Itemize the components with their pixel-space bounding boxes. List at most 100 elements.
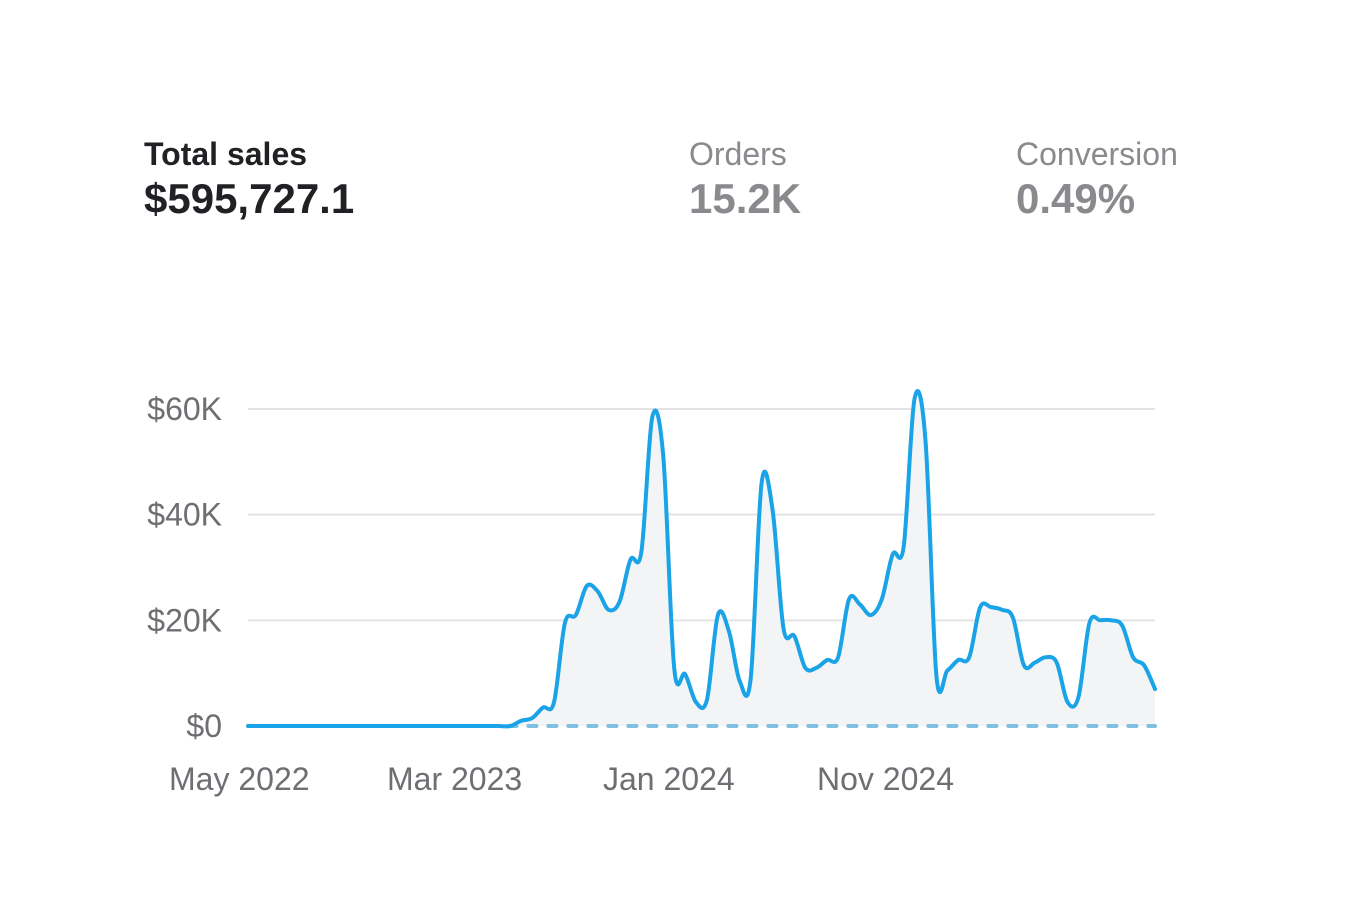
data-point[interactable] [877, 594, 887, 604]
data-point[interactable] [735, 676, 745, 686]
data-point[interactable] [309, 721, 319, 731]
data-point[interactable] [986, 602, 996, 612]
data-point[interactable] [669, 663, 679, 673]
data-point[interactable] [768, 504, 778, 514]
orders-metric[interactable]: Orders 15.2K [689, 134, 801, 224]
x-tick-label: Jan 2024 [603, 761, 735, 797]
data-point[interactable] [1041, 652, 1051, 662]
data-point[interactable] [473, 721, 483, 731]
data-point[interactable] [910, 393, 920, 403]
data-point[interactable] [1095, 615, 1105, 625]
data-point[interactable] [505, 721, 515, 731]
total-sales-value: $595,727.1 [144, 175, 355, 222]
data-point[interactable] [822, 655, 832, 665]
y-tick-label: $60K [147, 391, 222, 427]
data-point[interactable] [746, 674, 756, 684]
data-point[interactable] [243, 721, 253, 731]
data-point[interactable] [702, 695, 712, 705]
data-point[interactable] [811, 663, 821, 673]
data-point[interactable] [855, 600, 865, 610]
data-point[interactable] [647, 412, 657, 422]
data-point[interactable] [833, 652, 843, 662]
data-point[interactable] [1052, 658, 1062, 668]
data-point[interactable] [494, 721, 504, 731]
data-point[interactable] [549, 697, 559, 707]
data-point[interactable] [451, 721, 461, 731]
data-point[interactable] [385, 721, 395, 731]
data-point[interactable] [604, 605, 614, 615]
data-point[interactable] [516, 716, 526, 726]
data-point[interactable] [265, 721, 275, 731]
data-point[interactable] [844, 594, 854, 604]
conversion-value: 0.49% [1016, 175, 1136, 222]
x-tick-label: Nov 2024 [817, 761, 954, 797]
data-point[interactable] [691, 697, 701, 707]
data-point[interactable] [571, 610, 581, 620]
data-point[interactable] [1150, 684, 1160, 694]
orders-value: 15.2K [689, 175, 802, 222]
data-point[interactable] [964, 652, 974, 662]
data-point[interactable] [975, 602, 985, 612]
data-point[interactable] [888, 549, 898, 559]
data-point[interactable] [997, 605, 1007, 615]
y-tick-label: $20K [147, 602, 222, 638]
data-point[interactable] [352, 721, 362, 731]
total-sales-label: Total sales [144, 136, 308, 172]
data-point[interactable] [287, 721, 297, 731]
data-point[interactable] [658, 452, 668, 462]
data-point[interactable] [582, 581, 592, 591]
data-point[interactable] [1117, 621, 1127, 631]
y-axis-ticks: $0 $20K $40K $60K [147, 391, 222, 744]
data-point[interactable] [374, 721, 384, 731]
data-point[interactable] [1063, 697, 1073, 707]
data-point[interactable] [1074, 692, 1084, 702]
data-point[interactable] [527, 713, 537, 723]
data-point[interactable] [1139, 660, 1149, 670]
data-point[interactable] [1008, 613, 1018, 623]
data-point[interactable] [330, 721, 340, 731]
data-point[interactable] [407, 721, 417, 731]
orders-label: Orders [689, 136, 787, 172]
data-point[interactable] [615, 597, 625, 607]
data-point[interactable] [483, 721, 493, 731]
data-point[interactable] [440, 721, 450, 731]
data-point[interactable] [396, 721, 406, 731]
data-point[interactable] [560, 618, 570, 628]
data-point[interactable] [953, 655, 963, 665]
data-point[interactable] [757, 478, 767, 488]
sales-series-line [246, 389, 1157, 729]
data-point[interactable] [921, 436, 931, 446]
data-point[interactable] [779, 623, 789, 633]
data-point[interactable] [680, 669, 690, 679]
data-point[interactable] [1019, 660, 1029, 670]
total-sales-metric[interactable]: Total sales $595,727.1 [144, 134, 354, 224]
data-point[interactable] [866, 610, 876, 620]
data-point[interactable] [341, 721, 351, 731]
data-point[interactable] [320, 721, 330, 731]
data-point[interactable] [931, 671, 941, 681]
conversion-metric[interactable]: Conversion 0.49% [1016, 134, 1178, 224]
data-point[interactable] [462, 721, 472, 731]
data-point[interactable] [276, 721, 286, 731]
data-point[interactable] [724, 626, 734, 636]
data-point[interactable] [789, 631, 799, 641]
data-point[interactable] [626, 555, 636, 565]
data-point[interactable] [1084, 618, 1094, 628]
data-point[interactable] [800, 663, 810, 673]
data-point[interactable] [298, 721, 308, 731]
data-point[interactable] [418, 721, 428, 731]
x-tick-label: May 2022 [169, 761, 310, 797]
data-point[interactable] [254, 721, 264, 731]
data-point[interactable] [538, 703, 548, 713]
data-point[interactable] [429, 721, 439, 731]
data-point[interactable] [363, 721, 373, 731]
data-point[interactable] [1128, 652, 1138, 662]
data-point[interactable] [593, 586, 603, 596]
data-point[interactable] [636, 547, 646, 557]
data-point[interactable] [942, 666, 952, 676]
data-point[interactable] [1106, 615, 1116, 625]
data-point[interactable] [1030, 658, 1040, 668]
data-point[interactable] [899, 541, 909, 551]
data-point[interactable] [713, 610, 723, 620]
